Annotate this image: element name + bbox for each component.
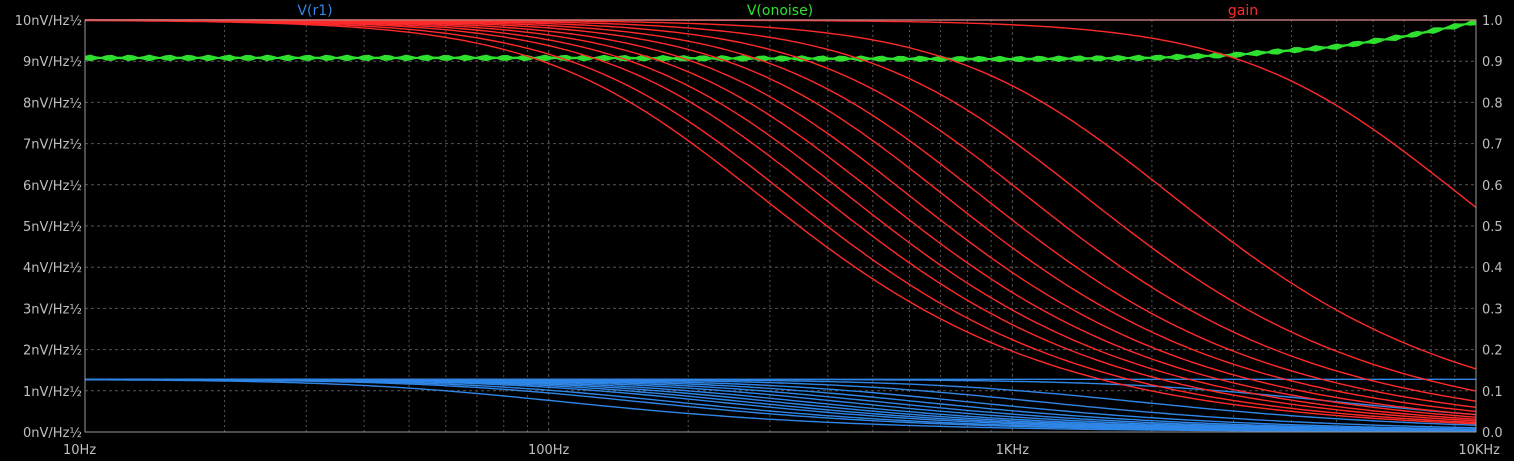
series-headers: V(r1) V(onoise) gain: [297, 3, 1258, 19]
y-right-tick-label: 0.7: [1482, 138, 1503, 153]
y-left-tick-label: 10nV/Hz½: [15, 14, 82, 29]
y-left-tick-label: 1nV/Hz½: [23, 385, 82, 400]
y-left-tick-label: 9nV/Hz½: [23, 55, 82, 70]
x-tick-label: 1KHz: [996, 443, 1030, 458]
y-right-tick-label: 0.4: [1482, 261, 1503, 276]
series-line-gain: [85, 19, 1477, 424]
series-line-gain: [85, 19, 1477, 425]
y-right-tick-label: 0.3: [1482, 302, 1503, 317]
series-header: V(r1): [297, 3, 332, 19]
y-left-tick-label: 6nV/Hz½: [23, 179, 82, 194]
plot-frame: [84, 19, 1477, 433]
y-right-tick-label: 0.0: [1482, 426, 1503, 441]
series-header: gain: [1228, 3, 1258, 19]
y-left-tick-label: 5nV/Hz½: [23, 220, 82, 235]
series-header: V(onoise): [747, 3, 813, 19]
series-line-v-onoise: [84, 19, 1477, 60]
x-tick-label: 10Hz: [63, 443, 96, 458]
y-left-tick-label: 7nV/Hz½: [23, 138, 82, 153]
y-left-tick-label: 2nV/Hz½: [23, 344, 82, 359]
y-right-tick-label: 0.8: [1482, 96, 1503, 111]
y-left-tick-label: 0nV/Hz½: [23, 426, 82, 441]
y-right-tick-label: 0.1: [1482, 385, 1503, 400]
x-tick-label: 10KHz: [1458, 443, 1500, 458]
y-right-tick-label: 0.6: [1482, 179, 1503, 194]
tick-labels: 0nV/Hz½ 1nV/Hz½ 2nV/Hz½ 3nV/Hz½ 4nV/Hz½ 5nV/H…: [15, 14, 1503, 458]
y-right-tick-label: 0.5: [1482, 220, 1503, 235]
y-right-tick-label: 0.2: [1482, 344, 1503, 359]
y-left-tick-label: 3nV/Hz½: [23, 302, 82, 317]
y-left-tick-label: 8nV/Hz½: [23, 96, 82, 111]
x-tick-label: 100Hz: [528, 443, 570, 458]
y-right-tick-label: 1.0: [1482, 14, 1503, 29]
plot-border: [84, 19, 1477, 433]
y-left-tick-label: 4nV/Hz½: [23, 261, 82, 276]
curves: [84, 19, 1477, 433]
y-right-tick-label: 0.9: [1482, 55, 1503, 70]
